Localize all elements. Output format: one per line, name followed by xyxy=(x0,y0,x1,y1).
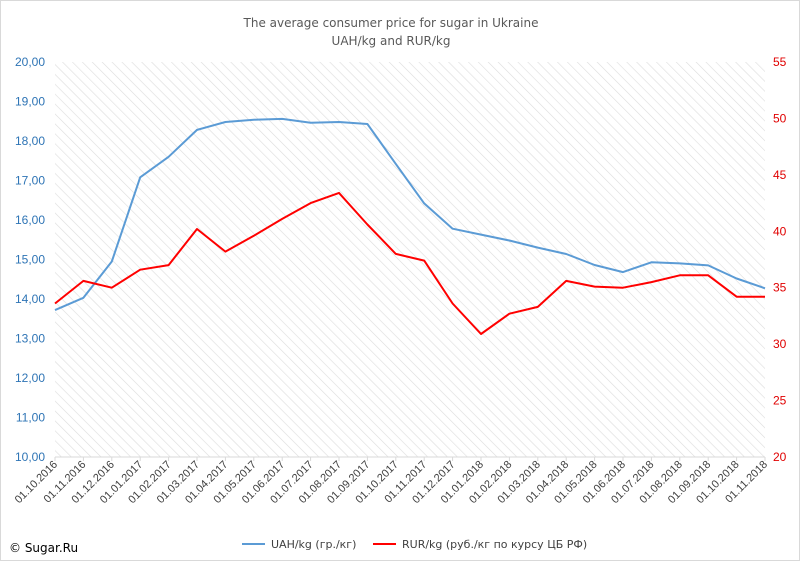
y-axis-right: 20 25 30 35 40 45 50 55 xyxy=(773,55,787,464)
series-line-rur xyxy=(54,191,765,335)
legend-label-rur: RUR/kg (руб./кг по курсу ЦБ РФ) xyxy=(402,538,587,551)
y-axis-left: 10,00 11,00 12,00 13,00 14,00 15,00 16,00 17,00… xyxy=(15,55,45,464)
credit-text: © Sugar.Ru xyxy=(9,541,78,555)
y-left-tick-label: 18,00 xyxy=(15,134,45,148)
y-left-tick-label: 13,00 xyxy=(15,332,45,346)
y-right-tick-label: 40 xyxy=(773,224,787,238)
y-left-tick-label: 17,00 xyxy=(15,174,45,188)
y-left-tick-label: 11,00 xyxy=(16,411,45,425)
y-right-tick-label: 55 xyxy=(773,55,787,69)
y-left-tick-label: 12,00 xyxy=(15,371,45,385)
legend: UAH/kg (гр./кг) RUR/kg (руб./кг по курсу… xyxy=(242,538,587,551)
y-right-tick-label: 25 xyxy=(773,394,787,408)
x-axis: 01.10.201601.11.201601.12.201601.01.2017… xyxy=(13,456,770,506)
y-left-tick-label: 15,00 xyxy=(15,253,45,267)
y-left-tick-label: 20,00 xyxy=(15,55,45,69)
y-left-tick-label: 16,00 xyxy=(15,213,45,227)
series-line-uah xyxy=(54,117,766,312)
y-right-tick-label: 50 xyxy=(773,111,787,125)
y-right-tick-label: 35 xyxy=(773,281,787,295)
legend-label-uah: UAH/kg (гр./кг) xyxy=(271,538,356,551)
y-right-tick-label: 30 xyxy=(773,337,787,351)
y-right-tick-label: 20 xyxy=(773,450,787,464)
series-group xyxy=(54,117,766,335)
y-left-tick-label: 14,00 xyxy=(15,292,45,306)
y-left-tick-label: 10,00 xyxy=(15,450,45,464)
y-left-tick-label: 19,00 xyxy=(15,95,45,109)
chart-title: The average consumer price for sugar in … xyxy=(243,16,539,30)
chart-subtitle: UAH/kg and RUR/kg xyxy=(332,34,451,48)
y-right-tick-label: 45 xyxy=(773,168,787,182)
plot-area xyxy=(55,62,765,457)
